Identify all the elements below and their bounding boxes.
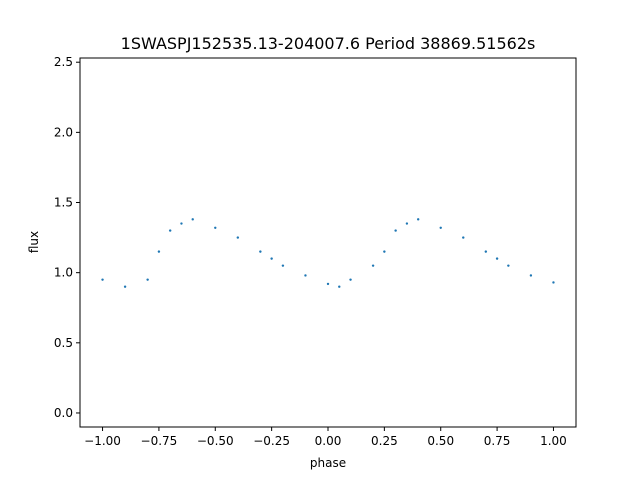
data-point (462, 236, 465, 239)
x-tick-label: −0.75 (141, 434, 178, 448)
data-point (259, 250, 262, 253)
chart-title: 1SWASPJ152535.13-204007.6 Period 38869.5… (121, 34, 536, 53)
data-point (123, 285, 127, 288)
data-point (338, 285, 341, 288)
x-tick-label: 0.75 (484, 434, 511, 448)
data-point (236, 236, 240, 239)
data-point (507, 264, 510, 267)
x-tick-label: 0.25 (371, 434, 398, 448)
y-tick-label: 1.5 (54, 196, 73, 210)
y-axis: 0.0 0.5 1.0 1.5 2.0 2.5 (54, 55, 80, 420)
x-tick-label: −0.50 (197, 434, 234, 448)
x-tick-label: −0.25 (253, 434, 290, 448)
data-point (168, 229, 172, 232)
data-point (552, 281, 555, 284)
x-tick-label: 0.50 (427, 434, 454, 448)
x-tick-label: 1.00 (540, 434, 567, 448)
data-point (394, 229, 397, 232)
data-point (270, 257, 273, 260)
data-point (304, 274, 307, 277)
data-point (529, 274, 533, 277)
plot-frame (79, 57, 577, 428)
y-tick-label: 1.0 (54, 266, 73, 280)
data-point (484, 250, 488, 253)
y-axis-label: flux (27, 231, 41, 253)
y-tick-label: 0.5 (54, 336, 73, 350)
data-point (349, 278, 352, 281)
data-point (326, 282, 330, 286)
y-tick-label: 2.5 (54, 55, 73, 69)
data-point (146, 278, 149, 281)
x-tick-label: 0.00 (315, 434, 342, 448)
data-point (180, 222, 183, 225)
data-point (101, 278, 104, 281)
data-point (214, 226, 217, 229)
y-tick-label: 2.0 (54, 125, 73, 139)
data-point (439, 226, 442, 229)
x-tick-label: −1.00 (84, 434, 121, 448)
data-point (383, 250, 386, 253)
data-point (191, 218, 194, 221)
data-point (416, 218, 420, 221)
data-point (495, 257, 499, 260)
data-point (405, 222, 409, 225)
scatter-points (101, 218, 555, 288)
y-tick-label: 0.0 (54, 406, 73, 420)
x-axis: −1.00 −0.75 −0.50 −0.25 0.00 0.25 0.50 0.75 1.00 (84, 427, 567, 448)
x-axis-label: phase (310, 456, 346, 470)
data-point (281, 264, 285, 267)
data-point (371, 264, 375, 267)
data-point (157, 250, 161, 253)
